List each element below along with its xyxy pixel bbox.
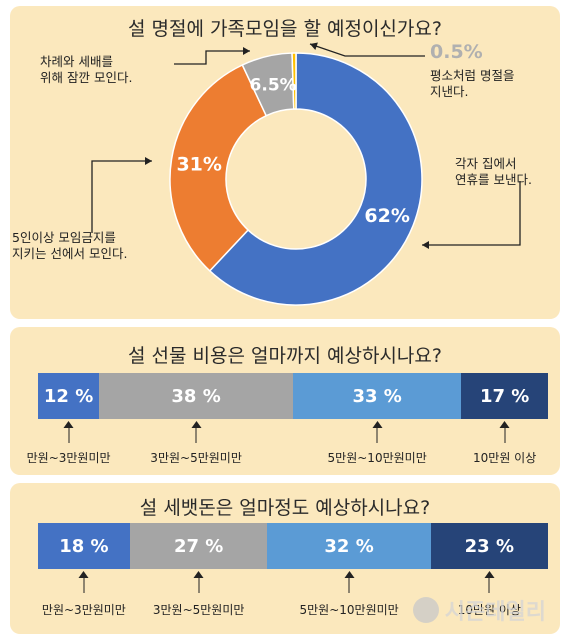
slice-value-label: 31% [176, 154, 221, 176]
category-arrow [63, 421, 74, 443]
category-label: 3만원~5만원미만 [152, 603, 245, 617]
leader-arrow [310, 42, 318, 51]
category-arrow [499, 421, 510, 443]
bar-segment: 18 % [38, 523, 130, 569]
chart-title-sebaetdon: 설 세뱃돈은 얼마정도 예상하시나요? [139, 497, 431, 519]
slice-value-label: 6.5% [250, 76, 297, 96]
gift-cost-panel: 설 선물 비용은 얼마까지 예상하시나요? 12 % 38 % 33 % 17 % 만… [10, 327, 560, 475]
chart-title-gift: 설 선물 비용은 얼마까지 예상하시나요? [128, 345, 442, 367]
donut-slice [169, 63, 268, 272]
category-label: 만원~3만원미만 [41, 603, 126, 617]
watermark-brand: 시즌데일리 [444, 600, 546, 625]
category-label: 10만원 이상 [473, 451, 537, 465]
annotation-as-usual: 평소처럼 명절을 지낸다. [430, 68, 514, 100]
bar-segment: 12 % [38, 373, 100, 419]
annotation-line: 차례와 세배를 [40, 54, 113, 69]
bar-segment: 32 % [267, 523, 431, 569]
bar-segment: 23 % [430, 523, 548, 569]
annotation-line: 평소처럼 명절을 [430, 68, 515, 83]
bar-segment: 17 % [461, 373, 548, 419]
donut-chart: 62% 31% 6.5% [91, 42, 521, 306]
donut-slice [208, 52, 423, 306]
sebaetdon-panel: 설 세뱃돈은 얼마정도 예상하시나요? 18 % 27 % 32 % 23 % 만원~… [10, 483, 560, 634]
donut-slice [291, 52, 297, 110]
annotation-line: 5인이상 모임금지를 [12, 230, 116, 245]
annotation-brief-gathering: 차례와 세배를 위해 잠깐 모인다. [40, 54, 132, 86]
category-label: 5만원~10만원미만 [327, 451, 427, 465]
category-label: 3만원~5만원미만 [150, 451, 242, 465]
slice-value-label: 62% [364, 205, 409, 227]
annotation-stay-home: 각자 집에서 연휴를 보낸다. [455, 156, 532, 188]
annotation-line: 각자 집에서 [455, 156, 517, 171]
chart-title-gathering: 설 명절에 가족모임을 할 예정이신가요? [128, 18, 442, 40]
annotation-line: 지낸다. [430, 84, 469, 99]
annotation-small-gathering: 5인이상 모임금지를 지키는 선에서 모인다. [12, 230, 127, 262]
category-label: 5만원~10만원미만 [299, 603, 399, 617]
watermark: 시즌데일리 [412, 594, 546, 626]
category-arrow [344, 571, 355, 593]
category-label: 만원~3만원미만 [26, 451, 111, 465]
leader-line [309, 43, 425, 57]
category-arrow [484, 571, 495, 593]
annotation-value-normal: 0.5% [430, 41, 483, 63]
family-gathering-panel: 설 명절에 가족모임을 할 예정이신가요? 62% 31% 6.5% 차례와 세배를… [10, 6, 560, 319]
category-arrow [78, 571, 89, 593]
bar-segment: 38 % [99, 373, 293, 419]
category-arrow [372, 421, 383, 443]
leader-line [422, 181, 521, 246]
sebaetdon-bar: 18 % 27 % 32 % 23 % [38, 523, 548, 569]
category-arrow [193, 571, 204, 593]
annotation-line: 연휴를 보낸다. [455, 172, 532, 187]
category-label: 10만원 이상 [457, 603, 521, 617]
gift-cost-bar: 12 % 38 % 33 % 17 % [38, 373, 548, 419]
annotation-line: 위해 잠깐 모인다. [40, 70, 133, 85]
leader-arrow [243, 47, 250, 55]
leader-line [91, 160, 152, 233]
leader-arrow [422, 241, 429, 249]
bar-segment: 27 % [129, 523, 268, 569]
leader-arrow [145, 157, 152, 165]
annotation-line: 지키는 선에서 모인다. [12, 246, 128, 261]
watermark-logo-icon [412, 597, 439, 623]
bar-segment: 33 % [292, 373, 462, 419]
category-arrow [191, 421, 202, 443]
leader-line [174, 50, 250, 65]
